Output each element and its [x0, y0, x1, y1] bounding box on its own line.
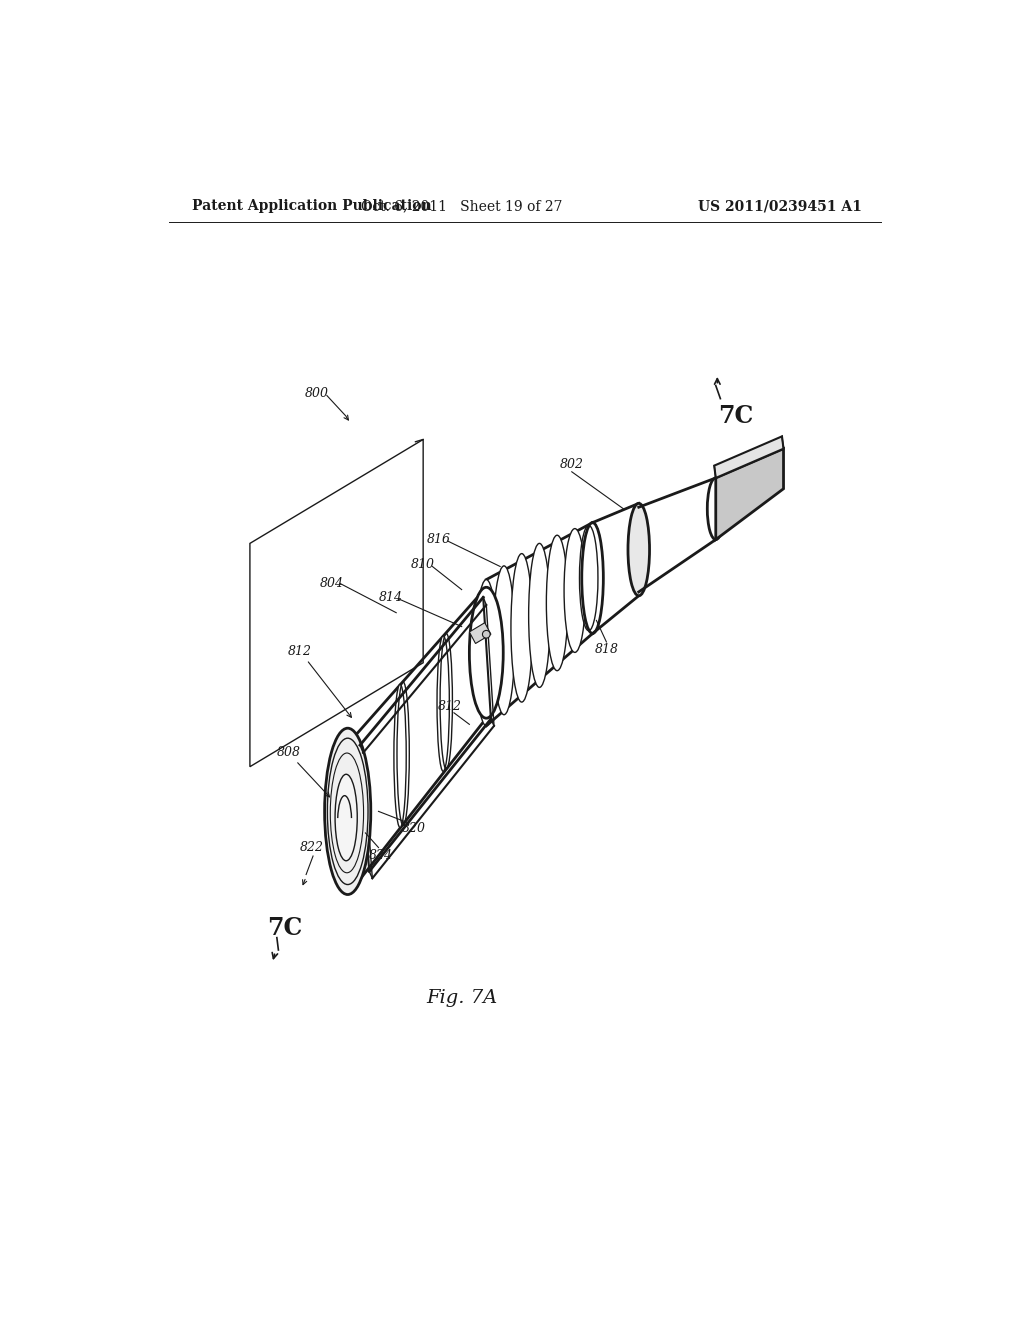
- Polygon shape: [716, 449, 783, 540]
- Text: 800: 800: [305, 387, 329, 400]
- Text: 810: 810: [412, 558, 435, 572]
- Text: 820: 820: [401, 822, 426, 834]
- Text: 7C: 7C: [718, 404, 754, 429]
- Ellipse shape: [708, 478, 724, 540]
- Text: 808: 808: [276, 746, 300, 759]
- Ellipse shape: [511, 553, 532, 702]
- Ellipse shape: [628, 503, 649, 595]
- Ellipse shape: [335, 775, 357, 861]
- Text: 812: 812: [288, 644, 312, 657]
- Ellipse shape: [394, 684, 407, 828]
- Text: Oct. 6, 2011   Sheet 19 of 27: Oct. 6, 2011 Sheet 19 of 27: [360, 199, 562, 213]
- Text: 802: 802: [560, 458, 584, 471]
- Text: Fig. 7A: Fig. 7A: [426, 989, 498, 1007]
- Ellipse shape: [475, 579, 497, 726]
- Ellipse shape: [469, 587, 503, 718]
- Ellipse shape: [437, 636, 450, 771]
- Ellipse shape: [494, 566, 515, 714]
- Text: 816: 816: [427, 533, 451, 546]
- Text: 812: 812: [438, 700, 462, 713]
- Ellipse shape: [564, 528, 586, 652]
- Text: 814: 814: [379, 591, 402, 603]
- Polygon shape: [714, 437, 783, 478]
- Text: 824: 824: [369, 849, 393, 862]
- Ellipse shape: [325, 729, 371, 895]
- Ellipse shape: [482, 631, 490, 638]
- Text: 804: 804: [321, 577, 344, 590]
- Text: 818: 818: [594, 643, 618, 656]
- Text: Patent Application Publication: Patent Application Publication: [193, 199, 432, 213]
- Ellipse shape: [547, 535, 568, 671]
- Text: 822: 822: [299, 841, 324, 854]
- Ellipse shape: [582, 523, 603, 634]
- Text: 7C: 7C: [267, 916, 302, 940]
- Polygon shape: [469, 623, 490, 644]
- Ellipse shape: [582, 523, 603, 634]
- Text: US 2011/0239451 A1: US 2011/0239451 A1: [698, 199, 862, 213]
- Ellipse shape: [528, 544, 550, 688]
